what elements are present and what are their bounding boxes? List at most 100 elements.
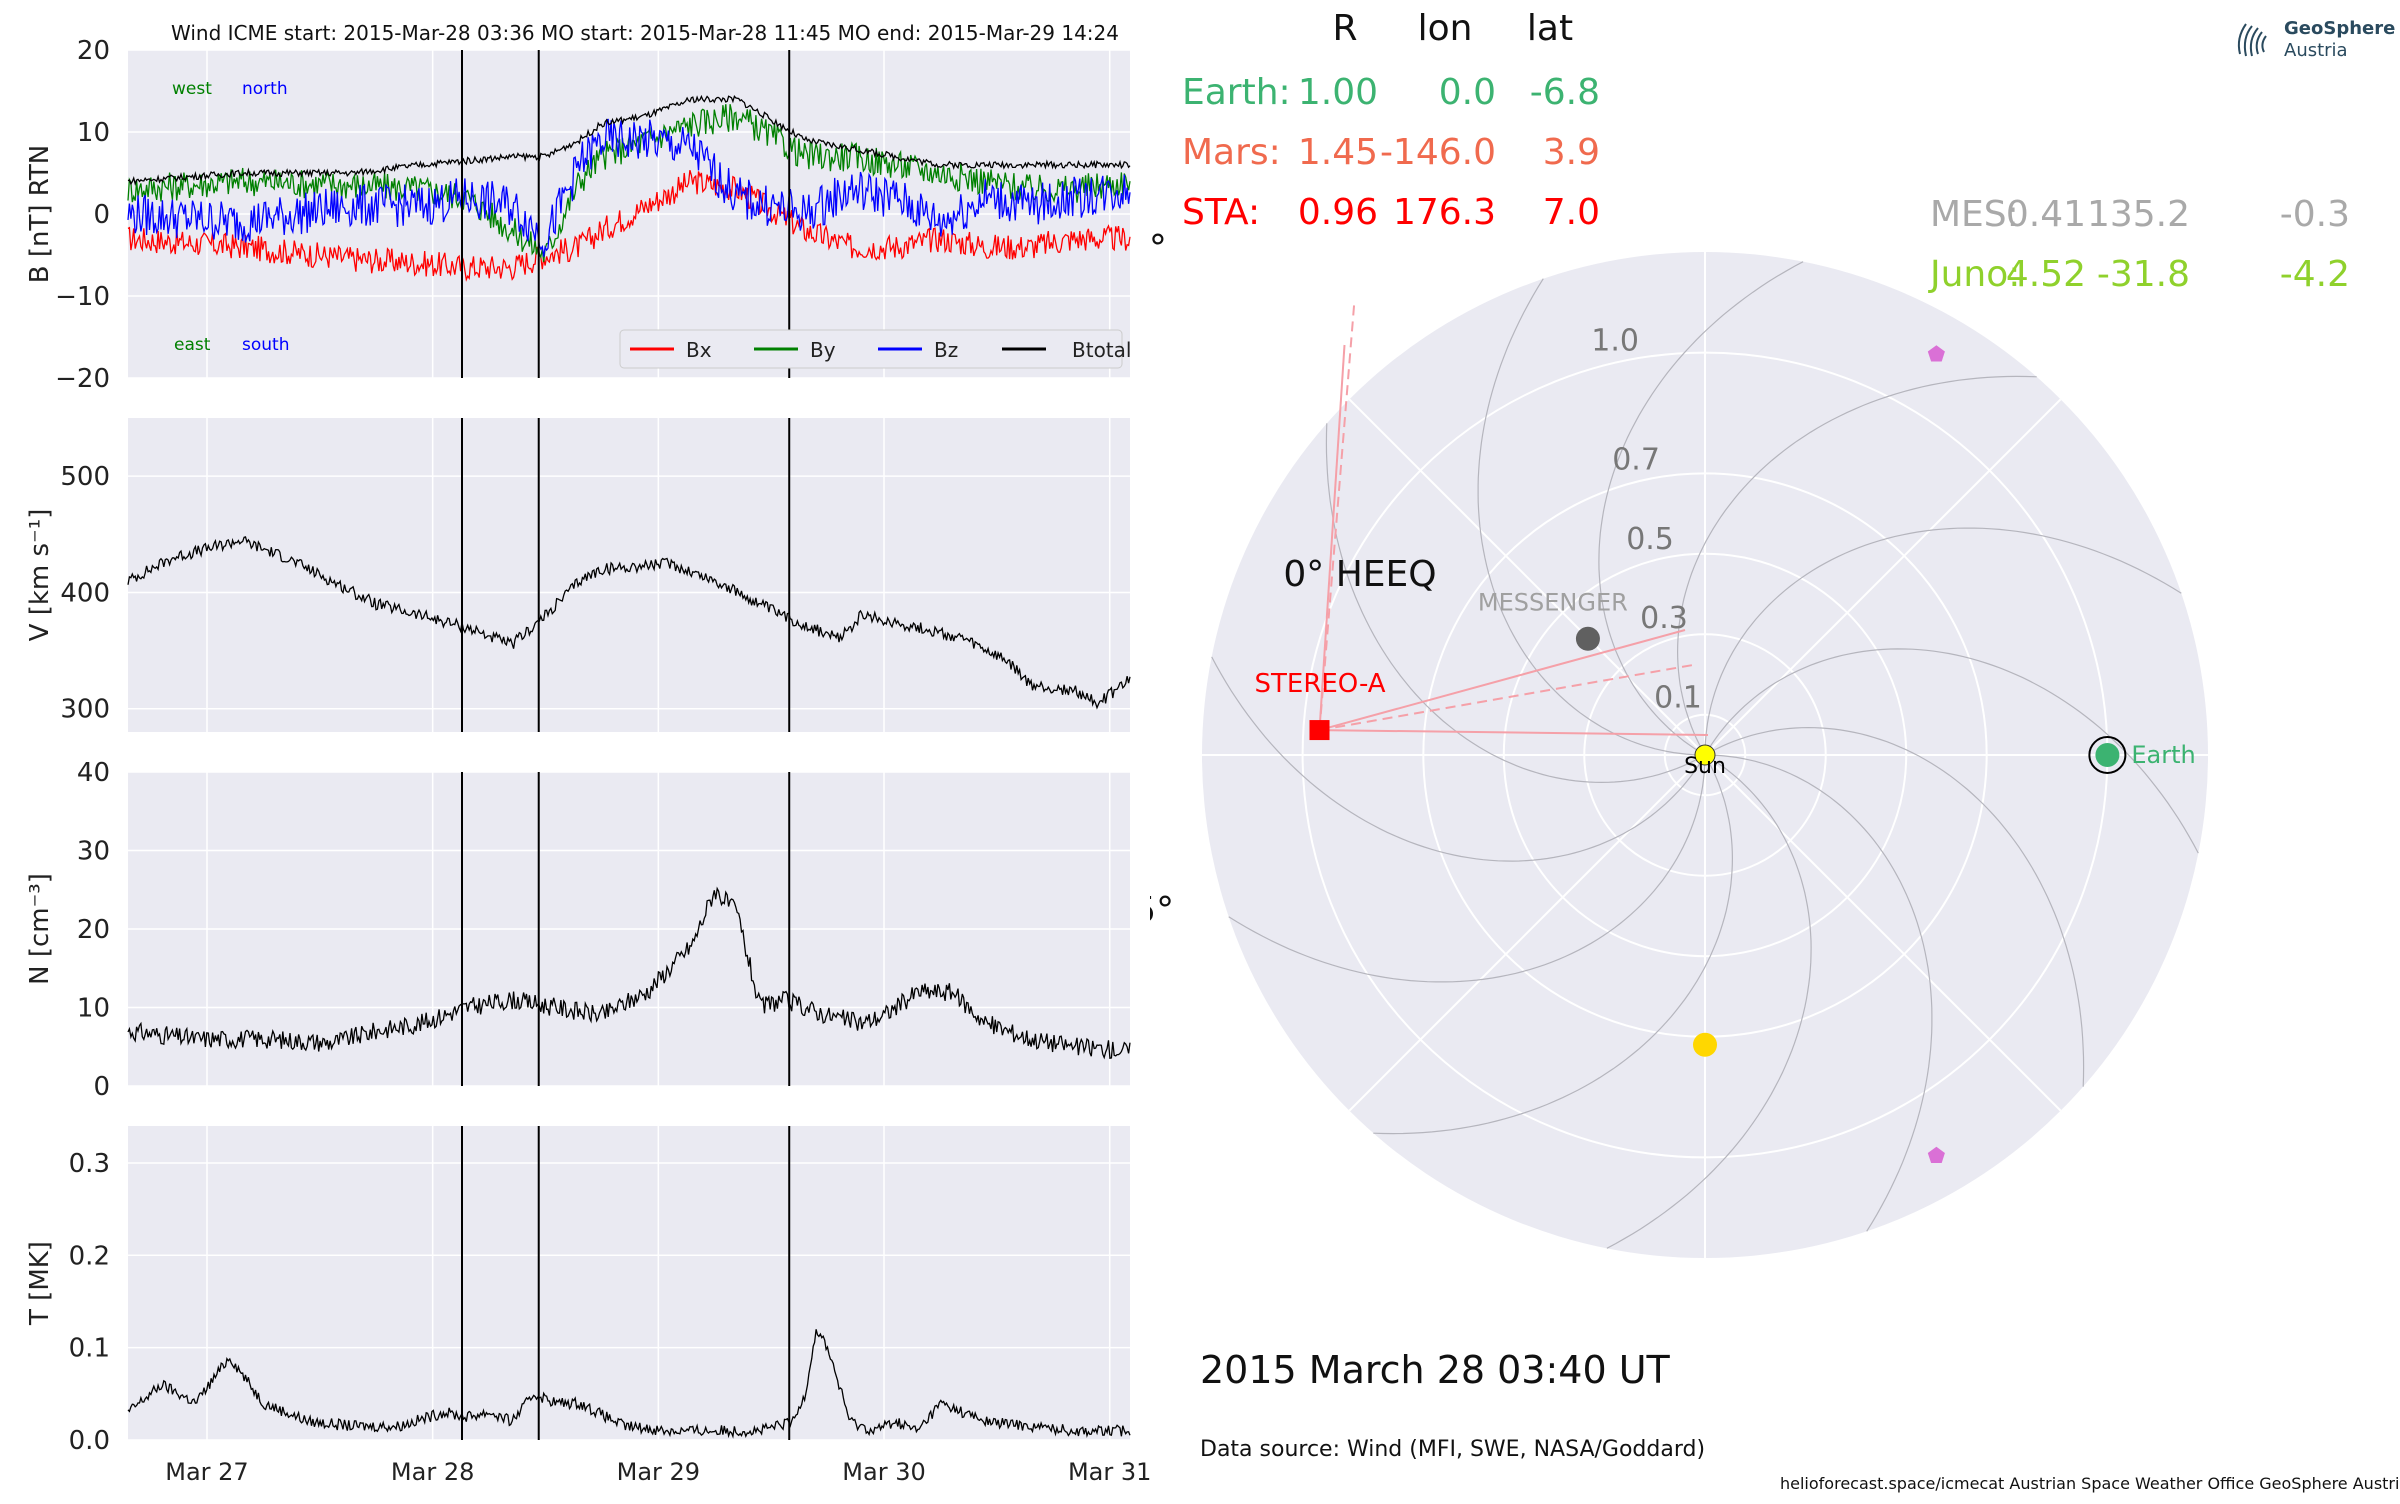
y-axis-label: T [MK] <box>25 1241 55 1326</box>
position-extra-0-name: MES: <box>1930 194 2019 235</box>
radial-tick-label: 0.5 <box>1626 522 1674 557</box>
angle-label-315: - 45° <box>1150 890 1174 931</box>
label-west: west <box>172 79 212 99</box>
y-tick-label: 10 <box>77 118 110 148</box>
y-tick-label: −10 <box>55 282 110 312</box>
y-tick-label: 40 <box>77 758 110 788</box>
logo-line2: Austria <box>2284 40 2348 61</box>
position-extra-0-r: 0.41 <box>2005 194 2086 235</box>
angle-gridline <box>1704 398 2062 756</box>
label-north: north <box>242 79 288 99</box>
position-extra-1-lon: -31.8 <box>2096 254 2190 295</box>
position-extra-0-lat: -0.3 <box>2279 194 2350 235</box>
body-marker-6 <box>1927 1146 1945 1163</box>
position-main-2-name: STA: <box>1182 192 1261 233</box>
position-extra-1-r: 4.52 <box>2005 254 2086 295</box>
header-r: R <box>1332 8 1358 49</box>
y-axis-label: B [nT] RTN <box>25 145 55 284</box>
geosphere-logo: GeoSphere Austria <box>2232 14 2396 66</box>
position-extra-1-name: Juno: <box>1930 254 2021 295</box>
x-tick-label: Mar 31 <box>1068 1458 1151 1486</box>
series-line-N <box>127 886 1131 1060</box>
y-tick-label: 20 <box>77 36 110 66</box>
parker-spiral-line <box>1704 726 2085 1087</box>
position-main-0-lon: 0.0 <box>1438 72 1496 113</box>
y-tick-label: 300 <box>60 695 110 725</box>
header-lon: lon <box>1417 8 1473 49</box>
sta-fov-line <box>1319 729 1709 736</box>
legend-box <box>619 329 1123 369</box>
y-tick-label: 0.2 <box>69 1241 110 1271</box>
parker-spiral-line <box>1606 754 1812 1249</box>
body-label-messenger: MESSENGER <box>1478 589 1628 617</box>
position-main-2-lat: 7.0 <box>1542 192 1600 233</box>
body-marker-mes <box>1575 626 1600 651</box>
body-marker-5 <box>1927 345 1945 362</box>
data-source-caption: Data source: Wind (MFI, SWE, NASA/Goddar… <box>1200 1437 1706 1462</box>
parker-spiral-line <box>1598 261 1804 756</box>
y-tick-label: 20 <box>77 915 110 945</box>
body-marker-sun <box>1694 744 1716 766</box>
radial-tick-label: 0.7 <box>1612 443 1660 478</box>
radial-tick-label: 1.0 <box>1591 324 1639 359</box>
body-marker-earth <box>2095 743 2120 767</box>
body-marker-4 <box>1693 1032 1717 1057</box>
parker-spiral-line <box>1477 278 1706 756</box>
parker-spiral-line <box>1373 754 1734 1135</box>
logo-waves-icon <box>2237 23 2267 57</box>
y-axis-label: N [cm⁻³] <box>25 873 55 985</box>
footer-credits: helioforecast.space/icmecat Austrian Spa… <box>1780 1474 2400 1493</box>
angle-gridline <box>1348 754 1706 1112</box>
angle-gridline <box>1348 398 1706 756</box>
position-main-2-r: 0.96 <box>1297 192 1378 233</box>
y-tick-label: −20 <box>55 364 110 394</box>
x-tick-label: Mar 29 <box>617 1458 700 1486</box>
series-line-Bz <box>127 118 1131 257</box>
position-main-0-lat: -6.8 <box>1529 72 1600 113</box>
sta-fov-line <box>1318 344 1346 731</box>
position-main-0-name: Earth: <box>1182 72 1291 113</box>
fov-lines <box>1318 299 1709 736</box>
y-tick-label: 400 <box>60 578 110 608</box>
position-main-1-lon: -146.0 <box>1379 132 1496 173</box>
angle-gridline <box>1704 754 2062 1112</box>
radial-tick-label: 0.3 <box>1640 601 1688 636</box>
y-tick-label: 10 <box>77 994 110 1024</box>
header-lat: lat <box>1526 8 1574 49</box>
label-east: east <box>174 335 211 355</box>
position-table: R lon lat Earth: 1.00 0.0 -6.8 Mars: 1.45 -146… <box>0 0 2400 300</box>
legend: Bx By Bz Btotal <box>619 329 1131 369</box>
y-axis-label: V [km s⁻¹] <box>25 509 55 642</box>
earth-ring <box>2088 736 2127 774</box>
y-tick-label: 0.1 <box>69 1334 110 1364</box>
body-label-sun: Sun <box>1684 754 1726 779</box>
y-tick-label: 0.0 <box>69 1426 110 1456</box>
series-line-Btotal <box>127 94 1131 186</box>
legend-label-By: By <box>810 338 836 362</box>
plot-title: Wind ICME start: 2015-Mar-28 03:36 MO st… <box>171 21 1119 45</box>
parker-spiral-line <box>1704 527 2182 756</box>
parker-spiral-line <box>1704 754 1933 1232</box>
position-main-0-r: 1.00 <box>1297 72 1378 113</box>
y-tick-label: 0 <box>93 1072 110 1102</box>
label-south: south <box>242 335 289 355</box>
date-caption: 2015 March 28 03:40 UT <box>1200 1348 1670 1392</box>
logo-line1: GeoSphere <box>2284 18 2396 39</box>
x-tick-label: Mar 28 <box>391 1458 474 1486</box>
angle-label-0: 0° HEEQ <box>1283 554 1436 595</box>
parker-spiral-line <box>1211 656 1706 862</box>
legend-label-Btotal: Btotal <box>1072 338 1131 362</box>
body-label-earth: Earth <box>2131 741 2195 769</box>
radial-tick-label: 0.1 <box>1654 680 1702 715</box>
panel-N: 0 10 20 30 40 N [cm⁻³] <box>25 758 1131 1102</box>
body-marker-sta <box>1309 720 1330 741</box>
parker-spiral-line <box>1325 423 1706 784</box>
legend-label-Bz: Bz <box>934 338 958 362</box>
y-tick-label: 30 <box>77 837 110 867</box>
position-extra-1-lat: -4.2 <box>2279 254 2350 295</box>
y-tick-label: 0 <box>93 200 110 230</box>
polar-plot: 0.10.30.50.71.00° HEEQ45°90°135°+/- 180°… <box>535 108 2400 1330</box>
